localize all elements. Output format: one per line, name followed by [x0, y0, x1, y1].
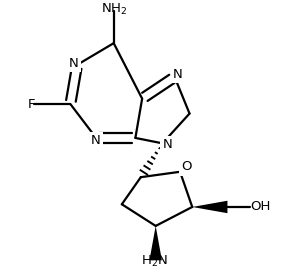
Text: N: N	[162, 138, 172, 151]
Text: OH: OH	[251, 201, 271, 213]
Polygon shape	[150, 226, 162, 260]
Text: N: N	[91, 134, 101, 147]
Text: NH$_2$: NH$_2$	[101, 2, 128, 18]
Text: O: O	[182, 160, 192, 173]
Polygon shape	[192, 201, 227, 213]
Text: N: N	[173, 68, 183, 81]
Text: F: F	[27, 98, 35, 111]
Text: H$_2$N: H$_2$N	[141, 254, 168, 269]
Text: N: N	[69, 57, 79, 70]
